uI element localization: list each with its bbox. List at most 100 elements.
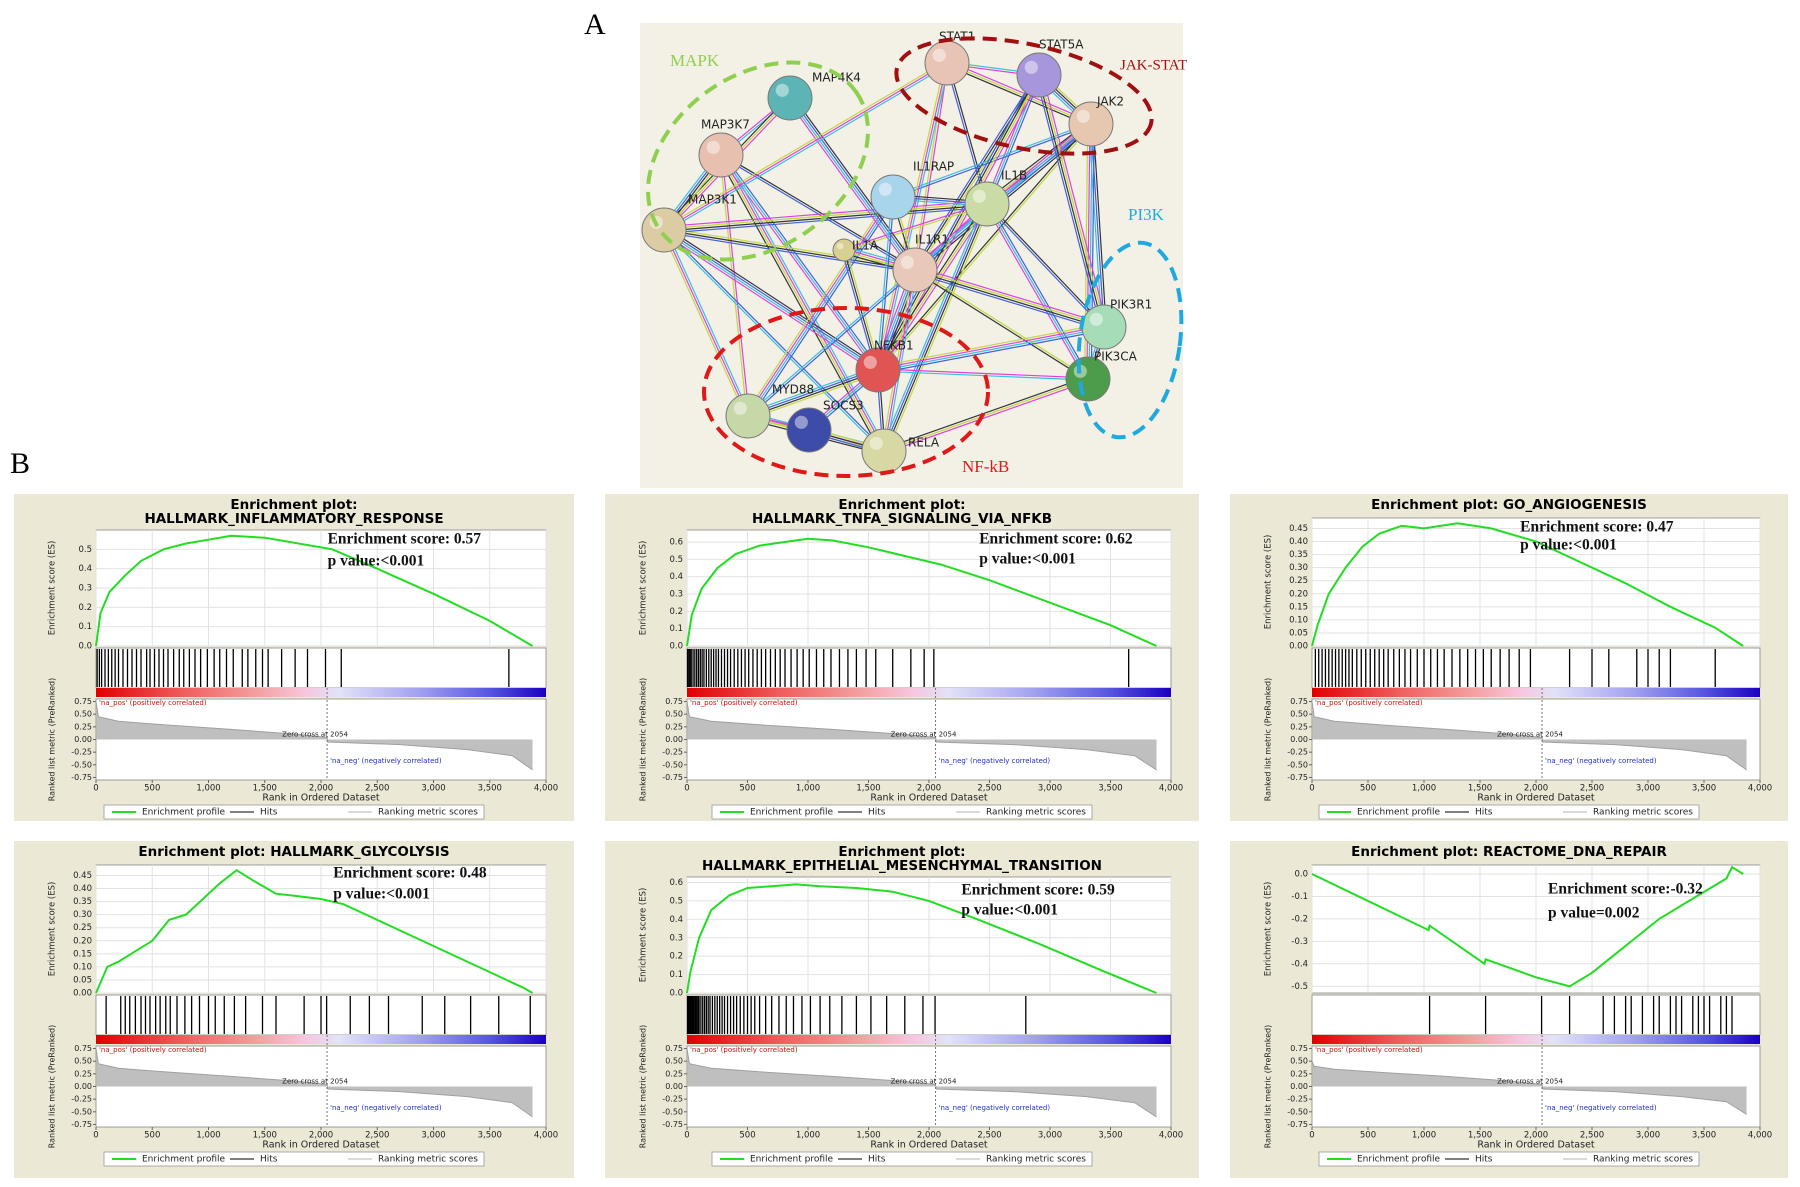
y-tick-label: 0.75 [74, 1044, 92, 1053]
network-edge [915, 63, 949, 271]
y-tick-label: 0.50 [665, 1057, 683, 1066]
y-axis-label: Ranked list metric (PreRanked) [639, 1025, 648, 1149]
legend-label: Enrichment profile [1357, 808, 1441, 818]
legend-label: Ranking metric scores [1593, 1155, 1693, 1165]
network-edge [719, 155, 884, 452]
legend-box [711, 1151, 1093, 1167]
hits-area [686, 994, 1172, 1036]
network-edge [946, 62, 1092, 125]
y-tick-label: 0.75 [1290, 697, 1308, 706]
annotation: Enrichment score: 0.47 [1520, 519, 1674, 536]
y-axis-label: Enrichment score (ES) [48, 541, 58, 636]
x-tick-label: 1,500 [856, 784, 880, 794]
node-label: RELA [908, 436, 940, 450]
network-edge [885, 270, 918, 452]
network-edge [661, 232, 877, 374]
y-tick-label: 0.0 [669, 642, 683, 652]
group-label: PI3K [1128, 205, 1165, 224]
x-tick-label: 4,000 [1159, 1131, 1183, 1141]
legend-label: Ranking metric scores [986, 808, 1086, 818]
y-tick-label: 0.00 [1290, 735, 1308, 744]
y-tick-label: 0.0 [669, 989, 683, 999]
x-tick-label: 1,000 [196, 1131, 220, 1141]
legend-label: Enrichment profile [142, 1155, 226, 1165]
node-label: IL1R1 [915, 233, 949, 247]
x-axis-label: Rank in Ordered Dataset [1477, 793, 1595, 804]
network-nodes: STAT1STAT5AJAK2MAP4K4MAP3K7MAP3K1IL1RAPI… [641, 30, 1152, 474]
chart-title: Enrichment plot: HALLMARK_GLYCOLYSIS [138, 844, 449, 860]
y-tick-label: -0.75 [71, 773, 92, 782]
network-edge [748, 197, 895, 417]
y-tick-label: -0.2 [1291, 914, 1308, 924]
legend-box [103, 1151, 485, 1167]
metric-area-fill [96, 701, 533, 770]
network-edge [664, 228, 879, 370]
network-node [1081, 304, 1127, 350]
network-node [1068, 101, 1114, 147]
network-edge [986, 203, 1089, 380]
x-tick-label: 1,500 [856, 1131, 880, 1141]
hits-area [95, 647, 547, 689]
chart-title: Enrichment plot: GO_ANGIOGENESIS [1371, 497, 1647, 513]
y-axis-label: Ranked list metric (PreRanked) [48, 678, 57, 802]
gsea-panel: Enrichment plot: HALLMARK_GLYCOLYSIS 0.00… [14, 841, 574, 1178]
y-tick-label: 0.25 [73, 923, 92, 933]
y-tick-label: 0.00 [665, 1082, 683, 1091]
network-edge [664, 228, 886, 451]
network-edge [663, 231, 915, 273]
neg-label: 'na_neg' (negatively correlated) [1545, 757, 1657, 765]
neg-label: 'na_neg' (negatively correlated) [330, 757, 442, 765]
network-edge [988, 202, 1091, 379]
network-edge [878, 197, 895, 371]
network-edge [662, 60, 947, 229]
group-label: MAPK [670, 51, 720, 70]
network-edge [877, 325, 1104, 370]
y-tick-label: -0.75 [1287, 1120, 1308, 1129]
network-node [698, 132, 744, 178]
network-edge [915, 266, 1106, 325]
x-tick-label: 500 [739, 784, 755, 794]
network-node [725, 393, 771, 439]
network-edge [663, 200, 987, 228]
y-tick-label: 0.40 [1289, 537, 1308, 547]
network-edge [719, 155, 748, 417]
y-tick-label: 0.1 [78, 622, 92, 632]
y-tick-label: 0.00 [1289, 642, 1308, 652]
network-edge [947, 62, 989, 204]
y-axis-label: Enrichment score (ES) [639, 888, 649, 983]
network-edge [1035, 75, 1102, 328]
x-tick-label: 0 [93, 1131, 98, 1141]
chart-title: Enrichment plot: [838, 844, 965, 860]
node-highlight [869, 436, 883, 450]
metric-line [686, 701, 1157, 771]
x-tick-label: 3,000 [1038, 1131, 1062, 1141]
y-tick-label: 0.0 [1294, 869, 1308, 879]
node-highlight [972, 189, 986, 203]
network-edge [746, 268, 915, 416]
panel-label: B [10, 447, 30, 480]
charts: Enrichment plot: HALLMARK_INFLAMMATORY_RE… [14, 494, 1788, 1178]
group-label: NF-kB [962, 457, 1009, 476]
node-label: IL1B [1001, 169, 1027, 183]
x-tick-label: 2,000 [1524, 784, 1548, 794]
metric-area-fill [687, 701, 1157, 770]
neg-label: 'na_neg' (negatively correlated) [330, 1104, 442, 1112]
network-edge [878, 327, 1105, 372]
rank-color-bar [96, 688, 546, 697]
y-tick-label: 0.45 [73, 871, 92, 881]
zero-cross-label: Zero cross at 2054 [891, 1078, 957, 1086]
y-tick-label: -0.25 [1287, 748, 1308, 757]
y-tick-label: 0.2 [669, 952, 683, 962]
x-tick-label: 3,500 [1692, 1131, 1716, 1141]
group-outline [646, 60, 870, 262]
legend-label: Ranking metric scores [378, 1155, 478, 1165]
node-highlight [878, 182, 892, 196]
network-node [832, 238, 856, 262]
y-tick-label: 0.10 [73, 962, 92, 972]
x-axis-label: Rank in Ordered Dataset [870, 793, 988, 804]
network-edge [843, 202, 987, 250]
y-axis-label: Ranked list metric (PreRanked) [639, 678, 648, 802]
y-tick-label: 0.4 [669, 572, 683, 582]
network-edge [883, 376, 1088, 450]
chart-title: HALLMARK_INFLAMMATORY_RESPONSE [144, 511, 443, 527]
